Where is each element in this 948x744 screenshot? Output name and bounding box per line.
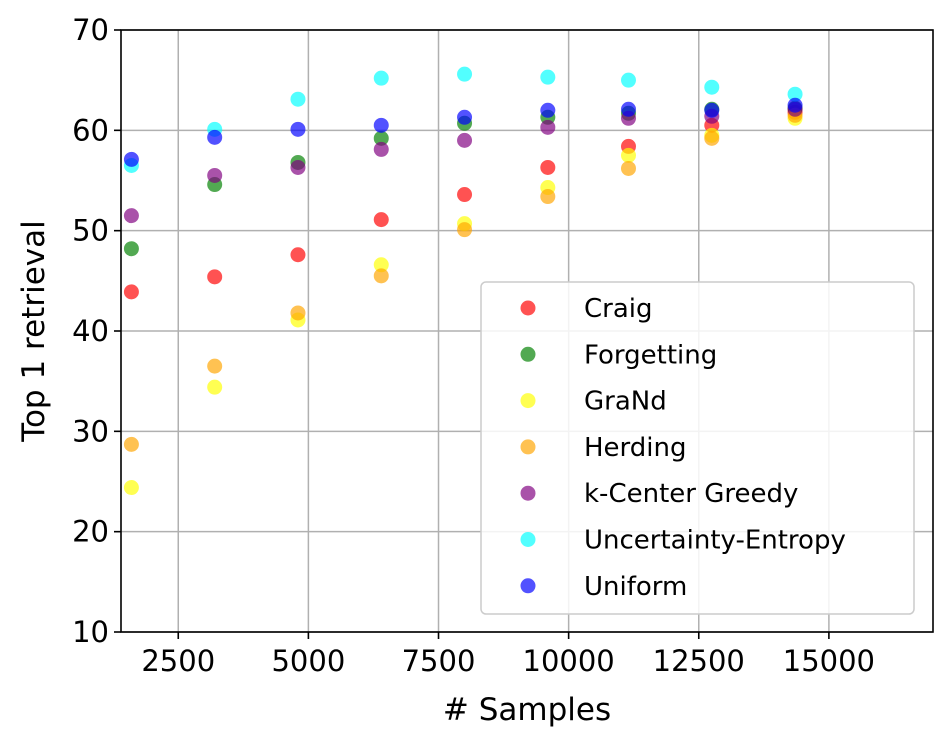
- y-axis-ticks: 10 20 30 40 50 60 70: [72, 13, 121, 649]
- legend-marker: [520, 532, 536, 547]
- legend-marker: [520, 485, 536, 501]
- data-point: [290, 305, 306, 321]
- data-point: [123, 208, 139, 224]
- y-tick-label: 70: [72, 13, 109, 47]
- legend-label: k-Center Greedy: [584, 479, 798, 509]
- data-point: [621, 147, 636, 163]
- legend-label: Uniform: [584, 572, 687, 602]
- legend-marker: [520, 300, 536, 316]
- legend: Craig Forgetting GraNd Herding k-Center Gree…: [480, 281, 915, 615]
- data-point: [123, 151, 139, 167]
- data-point: [207, 129, 223, 145]
- y-tick-label: 50: [72, 214, 109, 248]
- data-point: [373, 268, 389, 284]
- data-point: [787, 97, 803, 113]
- x-tick-label: 7500: [402, 644, 476, 678]
- y-tick-label: 60: [72, 113, 109, 147]
- y-tick-label: 30: [72, 414, 109, 448]
- y-tick-label: 40: [72, 314, 109, 348]
- data-point: [207, 379, 223, 395]
- y-axis-label: Top 1 retrieval: [16, 220, 52, 442]
- x-axis-ticks: 2500 5000 7500 10000 12500 15000: [141, 632, 875, 678]
- data-point: [457, 187, 473, 203]
- data-point: [123, 284, 139, 300]
- data-point: [123, 480, 139, 496]
- data-point: [123, 241, 139, 257]
- legend-marker: [520, 578, 536, 594]
- x-tick-label: 5000: [271, 644, 345, 678]
- data-point: [457, 132, 473, 148]
- x-tick-label: 10000: [523, 644, 615, 678]
- data-point: [540, 159, 556, 175]
- x-tick-label: 12500: [653, 644, 745, 678]
- data-point: [621, 101, 636, 117]
- data-point: [621, 160, 636, 176]
- data-point: [621, 72, 636, 88]
- data-point: [373, 141, 389, 157]
- data-point: [123, 436, 139, 452]
- legend-label: Uncertainty-Entropy: [584, 526, 846, 556]
- legend-frame: [480, 281, 915, 615]
- legend-marker: [520, 439, 536, 455]
- data-point: [290, 247, 306, 263]
- data-point: [540, 189, 556, 205]
- data-point: [207, 269, 223, 285]
- x-tick-label: 2500: [141, 644, 215, 678]
- data-point: [540, 119, 556, 135]
- data-point: [540, 69, 556, 85]
- y-tick-label: 20: [72, 515, 109, 549]
- legend-label: Herding: [584, 433, 687, 463]
- x-axis-label: # Samples: [443, 692, 611, 728]
- data-point: [457, 66, 473, 82]
- data-point: [457, 222, 473, 238]
- data-point: [540, 102, 556, 118]
- data-point: [290, 91, 306, 107]
- data-point: [704, 130, 720, 146]
- data-point: [373, 130, 389, 146]
- data-point: [373, 70, 389, 86]
- data-point: [373, 117, 389, 133]
- data-point: [704, 79, 720, 95]
- y-tick-label: 10: [72, 615, 109, 649]
- data-point: [787, 86, 803, 102]
- legend-label: Craig: [584, 294, 653, 324]
- data-point: [457, 109, 473, 125]
- data-point: [704, 102, 720, 118]
- data-point: [373, 212, 389, 228]
- legend-marker: [520, 346, 536, 362]
- data-point: [373, 257, 389, 273]
- legend-label: Forgetting: [584, 340, 717, 370]
- data-point: [290, 121, 306, 137]
- data-points: [123, 66, 803, 496]
- legend-marker: [520, 393, 536, 409]
- x-tick-label: 15000: [783, 644, 875, 678]
- data-point: [207, 167, 223, 183]
- legend-label: GraNd: [584, 387, 667, 417]
- data-point: [207, 358, 223, 374]
- data-point: [290, 159, 306, 175]
